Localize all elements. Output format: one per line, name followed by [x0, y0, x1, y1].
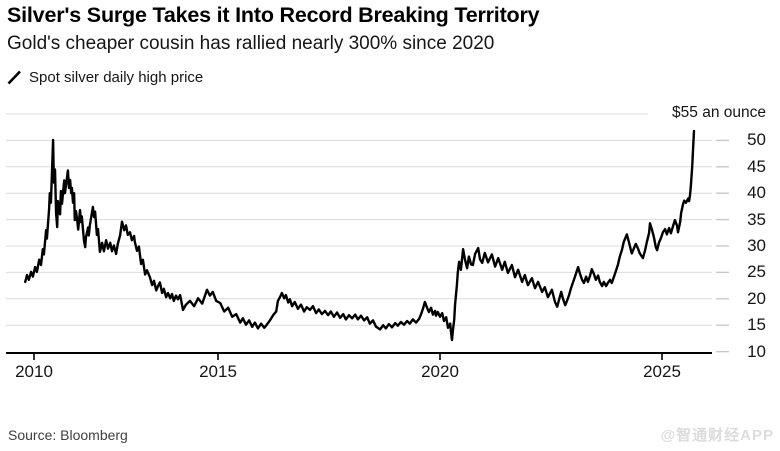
- page-title: Silver's Surge Takes it Into Record Brea…: [7, 3, 540, 27]
- y-axis-label: 20: [747, 288, 766, 308]
- y-axis-label: 25: [747, 262, 766, 282]
- line-series-icon: [7, 70, 21, 85]
- x-axis-label: 2025: [643, 362, 681, 381]
- x-axis-label: 2010: [15, 362, 53, 381]
- y-axis-label: 35: [747, 209, 766, 229]
- y-axis-label: 50: [747, 130, 766, 150]
- source-credit: Source: Bloomberg: [8, 427, 128, 443]
- watermark: @智通财经APP: [660, 427, 774, 444]
- legend: Spot silver daily high price: [7, 69, 203, 86]
- legend-label: Spot silver daily high price: [29, 69, 204, 86]
- y-axis-label: 15: [747, 315, 766, 335]
- y-axis-unit-label: $55 an ounce: [672, 104, 766, 121]
- y-axis-label: 30: [747, 236, 766, 255]
- page-subtitle: Gold's cheaper cousin has rallied nearly…: [7, 33, 495, 54]
- y-axis-label: 45: [747, 156, 766, 176]
- price-line-series: [24, 129, 696, 342]
- y-axis-label: 40: [747, 183, 766, 203]
- x-axis-label: 2015: [199, 362, 237, 381]
- x-axis-label: 2020: [421, 362, 459, 381]
- y-axis-label: 10: [747, 341, 766, 361]
